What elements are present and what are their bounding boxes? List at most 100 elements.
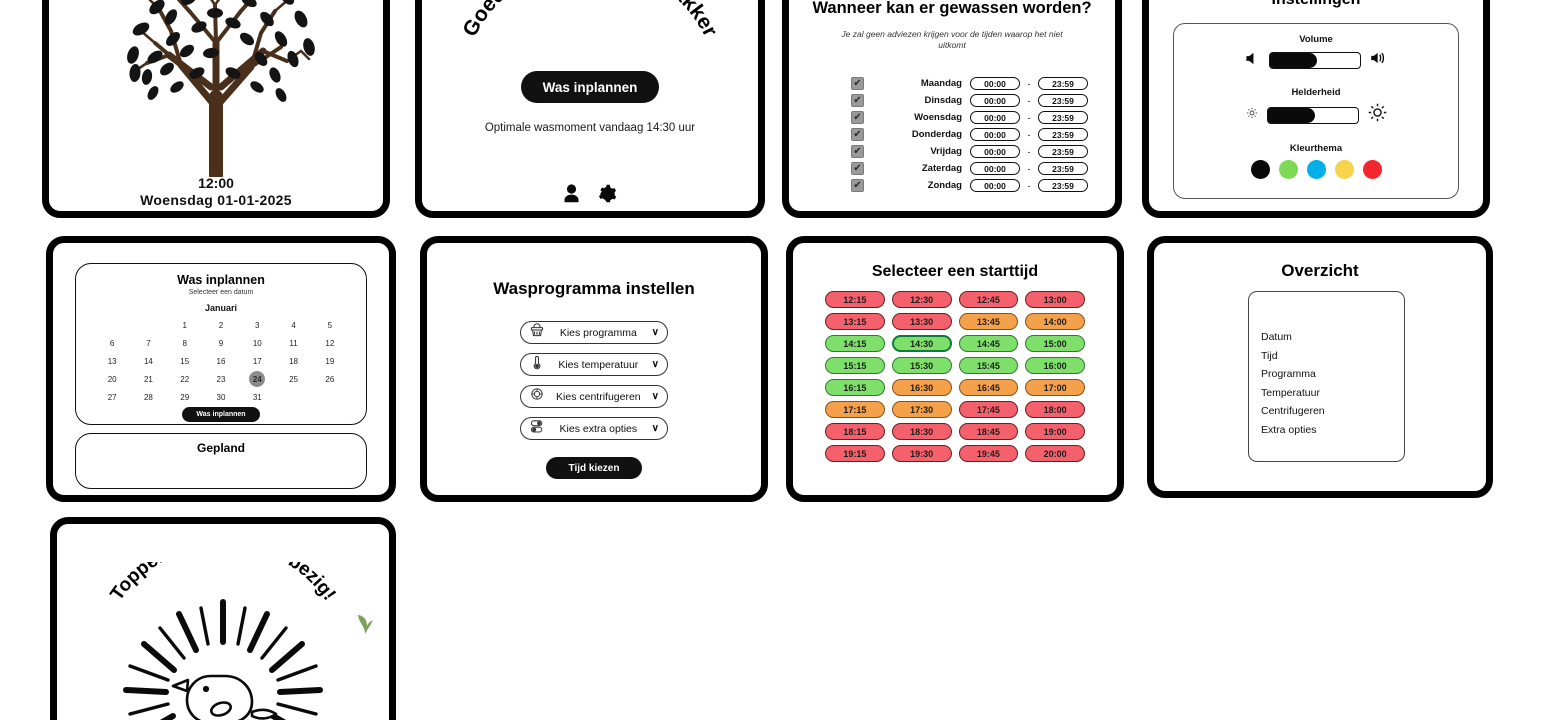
theme-swatch[interactable] [1306,160,1326,179]
start-time-field[interactable]: 00:00 [970,77,1020,90]
calendar-day[interactable]: 7 [146,338,151,348]
time-slot[interactable]: 18:15 [825,423,885,440]
calendar-day[interactable]: 23 [216,374,226,384]
calendar-day[interactable]: 31 [252,392,262,402]
calendar-day[interactable]: 15 [180,356,190,366]
calendar-day[interactable]: 20 [107,374,117,384]
start-time-field[interactable]: 00:00 [970,179,1020,192]
calendar-schedule-button[interactable]: Was inplannen [182,407,260,422]
calendar-day[interactable]: 14 [143,356,153,366]
start-time-field[interactable]: 00:00 [970,162,1020,175]
time-slot[interactable]: 17:15 [825,401,885,418]
program-dropdown[interactable]: Kies centrifugeren ∨ [520,385,668,408]
choose-time-button[interactable]: Tijd kiezen [546,457,642,479]
time-slot[interactable]: 12:45 [958,291,1019,308]
day-checkbox[interactable]: ✔ [851,94,864,107]
time-slot[interactable]: 20:00 [1025,445,1085,462]
time-slot[interactable]: 15:00 [1025,335,1085,352]
theme-swatch[interactable] [1334,160,1354,179]
day-checkbox[interactable]: ✔ [851,179,864,192]
theme-swatch[interactable] [1362,160,1382,179]
calendar-day[interactable]: 28 [143,392,153,402]
calendar-day[interactable]: 16 [216,356,226,366]
day-checkbox[interactable]: ✔ [851,77,864,90]
day-checkbox[interactable]: ✔ [851,111,864,124]
time-slot[interactable]: 19:30 [891,445,952,462]
calendar-day[interactable]: 6 [109,338,115,348]
time-slot[interactable]: 13:00 [1025,291,1085,308]
time-slot-selected[interactable]: 14:30 [891,335,952,352]
time-slot[interactable]: 15:15 [825,357,885,374]
calendar-day[interactable]: 17 [252,356,262,366]
calendar-day[interactable]: 12 [325,338,335,348]
time-slot[interactable]: 18:45 [958,423,1019,440]
time-slot[interactable]: 19:15 [825,445,885,462]
time-slot[interactable]: 15:45 [958,357,1019,374]
calendar-day[interactable]: 19 [325,356,335,366]
time-slot[interactable]: 16:45 [958,379,1019,396]
theme-swatch[interactable] [1278,160,1298,179]
time-slot[interactable]: 18:30 [891,423,952,440]
time-slot[interactable]: 13:45 [958,313,1019,330]
person-icon[interactable] [563,184,580,208]
program-dropdown[interactable]: Kies temperatuur ∨ [520,353,668,376]
end-time-field[interactable]: 23:59 [1038,162,1088,175]
time-slot[interactable]: 17:45 [958,401,1019,418]
end-time-field[interactable]: 23:59 [1038,128,1088,141]
time-slot[interactable]: 14:00 [1025,313,1085,330]
program-dropdown[interactable]: Kies programma ∨ [520,321,668,344]
start-time-field[interactable]: 00:00 [970,94,1020,107]
time-slot[interactable]: 19:45 [958,445,1019,462]
calendar-day[interactable]: 13 [107,356,117,366]
day-checkbox[interactable]: ✔ [851,128,864,141]
calendar-day[interactable]: 30 [216,392,226,402]
calendar-day[interactable]: 22 [180,374,190,384]
end-time-field[interactable]: 23:59 [1038,179,1088,192]
time-slot[interactable]: 14:45 [958,335,1019,352]
day-checkbox[interactable]: ✔ [851,162,864,175]
brightness-slider[interactable] [1266,106,1359,124]
program-dropdown[interactable]: Kies extra opties ∨ [520,417,668,440]
time-slot[interactable]: 18:00 [1025,401,1085,418]
start-time-field[interactable]: 00:00 [970,128,1020,141]
time-slot[interactable]: 16:15 [825,379,885,396]
calendar-day[interactable]: 25 [289,374,299,384]
theme-swatch[interactable] [1250,160,1270,179]
time-slot[interactable]: 14:15 [825,335,885,352]
end-time-field[interactable]: 23:59 [1038,77,1088,90]
start-time-field[interactable]: 00:00 [970,145,1020,158]
time-slot[interactable]: 19:00 [1025,423,1085,440]
end-time-field[interactable]: 23:59 [1038,94,1088,107]
calendar-day[interactable]: 4 [291,320,296,330]
time-slot[interactable]: 12:30 [891,291,952,308]
time-slot[interactable]: 16:30 [891,379,952,396]
calendar-day[interactable]: 5 [327,320,333,330]
calendar-day[interactable]: 1 [182,320,187,330]
time-slot[interactable]: 17:30 [891,401,952,418]
calendar-day[interactable]: 29 [180,392,190,402]
time-slot[interactable]: 12:15 [825,291,885,308]
start-time-field[interactable]: 00:00 [970,111,1020,124]
time-slot[interactable]: 16:00 [1025,357,1085,374]
calendar-day[interactable]: 26 [325,374,335,384]
time-slot[interactable]: 13:30 [891,313,952,330]
end-time-field[interactable]: 23:59 [1038,111,1088,124]
calendar-day-selected[interactable]: 24 [249,371,266,387]
calendar-day[interactable]: 3 [255,320,260,330]
calendar-day[interactable]: 2 [218,320,224,330]
volume-slider[interactable] [1269,52,1361,69]
calendar-day[interactable]: 11 [289,338,298,348]
gear-icon[interactable] [598,184,617,208]
time-slot[interactable]: 15:30 [891,357,952,374]
end-time-field[interactable]: 23:59 [1038,145,1088,158]
calendar-day[interactable]: 8 [182,338,187,348]
time-slot[interactable]: 17:00 [1025,379,1085,396]
calendar-day[interactable]: 9 [218,338,224,348]
calendar-day[interactable]: 10 [252,338,262,348]
time-slot[interactable]: 13:15 [825,313,885,330]
day-checkbox[interactable]: ✔ [851,145,864,158]
calendar-day[interactable]: 18 [289,356,299,366]
calendar-day[interactable]: 27 [107,392,117,402]
schedule-wash-button[interactable]: Was inplannen [521,71,659,103]
calendar-day[interactable]: 21 [143,374,153,384]
